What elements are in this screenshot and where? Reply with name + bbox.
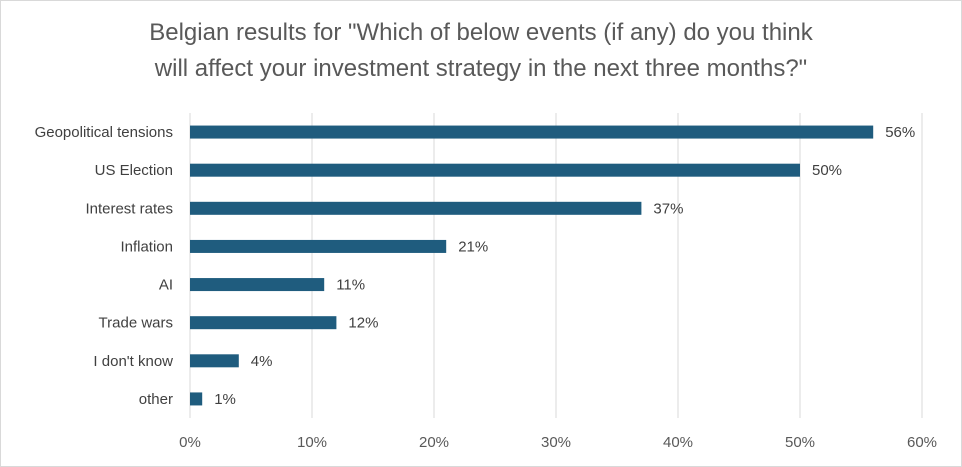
value-label-1: 50% — [812, 162, 842, 179]
bar-3 — [190, 239, 447, 253]
value-label-5: 12% — [348, 315, 378, 332]
category-label-1: US Election — [95, 162, 173, 179]
bar-1 — [190, 163, 800, 177]
x-tick-label-10: 10% — [297, 434, 327, 451]
category-label-0: Geopolitical tensions — [35, 124, 173, 141]
chart-title-line-2: will affect your investment strategy in … — [154, 55, 808, 82]
x-tick-label-60: 60% — [907, 434, 937, 451]
bar-7 — [190, 392, 203, 406]
category-label-2: Interest rates — [85, 200, 173, 217]
category-label-5: Trade wars — [99, 315, 173, 332]
x-tick-label-50: 50% — [785, 434, 815, 451]
bar-0 — [190, 125, 874, 139]
chart-title-line-1: Belgian results for "Which of below even… — [149, 19, 813, 46]
category-label-4: AI — [159, 277, 173, 294]
chart-title: Belgian results for "Which of below even… — [1, 15, 961, 87]
value-label-7: 1% — [214, 391, 236, 408]
bar-6 — [190, 354, 239, 368]
value-label-4: 11% — [336, 277, 365, 294]
value-label-2: 37% — [653, 200, 683, 217]
value-label-0: 56% — [885, 124, 915, 141]
x-tick-label-40: 40% — [663, 434, 693, 451]
category-label-3: Inflation — [120, 238, 173, 255]
x-tick-label-30: 30% — [541, 434, 571, 451]
x-tick-label-0: 0% — [179, 434, 201, 451]
x-tick-label-20: 20% — [419, 434, 449, 451]
value-label-3: 21% — [458, 238, 488, 255]
bar-4 — [190, 278, 325, 292]
category-label-6: I don't know — [93, 353, 173, 370]
bar-5 — [190, 316, 337, 330]
bar-2 — [190, 201, 642, 215]
category-label-7: other — [139, 391, 173, 408]
value-label-6: 4% — [251, 353, 273, 370]
